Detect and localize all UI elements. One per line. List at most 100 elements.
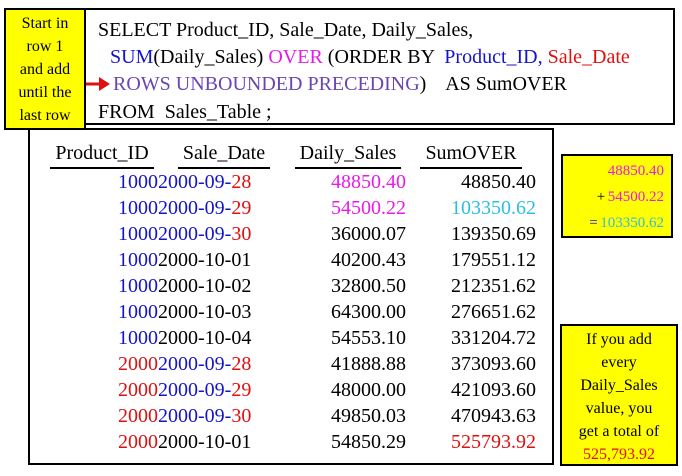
table-row: 2000 2000-09-28 41888.88 373093.60	[46, 351, 536, 377]
sum-over-value: 103350.62	[451, 197, 536, 219]
table-row: 1000 2000-10-04 54553.10 331204.72	[46, 325, 536, 351]
header-daily-sales-label: Daily_Sales	[294, 142, 402, 169]
cell-daily-sales: 40200.43	[290, 247, 406, 273]
header-sale-date-label: Sale_Date	[177, 142, 271, 169]
table-header-row: Product_ID Sale_Date Daily_Sales SumOVER	[46, 134, 536, 169]
daily-sales-value: 40200.43	[331, 249, 406, 271]
sale-date-value: 2000-10-02	[158, 275, 252, 297]
sale-date-day: 30	[231, 405, 252, 427]
cell-sum-over: 212351.62	[406, 273, 536, 299]
table-row: 1000 2000-09-29 54500.22 103350.62	[46, 195, 536, 221]
cell-sale-date: 2000-10-02	[158, 273, 290, 299]
daily-sales-value: 64300.00	[331, 301, 406, 323]
sql-line: SUM(Daily_Sales) OVER (ORDER BY Product_…	[98, 44, 669, 71]
sale-date-day: 29	[231, 379, 252, 401]
sql-line: SELECT Product_ID, Sale_Date, Daily_Sale…	[98, 17, 669, 44]
note-line-text: If you add	[586, 331, 652, 348]
cell-product-id: 1000	[46, 169, 158, 195]
note-line-text: Daily_Sales	[580, 377, 658, 394]
table-row: 1000 2000-10-02 32800.50 212351.62	[46, 273, 536, 299]
cell-sum-over: 421093.60	[406, 377, 536, 403]
sql-segment: ROWS UNBOUNDED PRECEDING	[113, 73, 420, 95]
table-row: 2000 2000-10-01 54850.29 525793.92	[46, 429, 536, 455]
cell-product-id: 1000	[46, 221, 158, 247]
sale-date-day: 29	[231, 197, 252, 219]
sql-segment: Sale_Date	[547, 46, 630, 68]
product-id-value: 1000	[118, 223, 158, 245]
calc-operator: =	[589, 215, 598, 231]
sql-segment: FROM Sales_Table ;	[98, 101, 272, 123]
callout-start-row: Start in row 1 and add until the last row	[4, 8, 86, 130]
sum-calculation-box: 48850.40 + 54500.22 = 103350.62	[561, 154, 673, 238]
cell-sale-date: 2000-09-30	[158, 403, 290, 429]
calc-line: + 54500.22	[563, 184, 664, 210]
cell-daily-sales: 64300.00	[290, 299, 406, 325]
sql-segment: SELECT Product_ID, Sale_Date, Daily_Sale…	[98, 19, 474, 41]
sum-over-value: 276651.62	[451, 301, 536, 323]
sum-over-value: 470943.63	[451, 405, 536, 427]
callout-line-text: row 1	[26, 38, 64, 55]
cell-product-id: 2000	[46, 429, 158, 455]
cell-sum-over: 373093.60	[406, 351, 536, 377]
product-id-value: 2000	[118, 405, 158, 427]
cell-sale-date: 2000-10-01	[158, 429, 290, 455]
callout-line-text: Start in	[21, 15, 69, 32]
callout-line: last row	[6, 104, 84, 127]
product-id-value: 1000	[118, 249, 158, 271]
callout-line: until the	[6, 81, 84, 104]
daily-sales-value: 49850.03	[331, 405, 406, 427]
product-id-value: 1000	[118, 275, 158, 297]
note-total-line: 525,793.92	[562, 443, 676, 466]
note-line: If you add	[562, 328, 676, 351]
cell-daily-sales: 54553.10	[290, 325, 406, 351]
product-id-value: 1000	[118, 197, 158, 219]
daily-sales-value: 48850.40	[331, 171, 406, 193]
header-product-id: Product_ID	[46, 134, 158, 169]
callout-line-text: last row	[19, 107, 71, 124]
sql-line: FROM Sales_Table ;	[98, 99, 669, 126]
daily-sales-value: 41888.88	[331, 353, 406, 375]
header-daily-sales: Daily_Sales	[290, 134, 406, 169]
callout-line: row 1	[6, 35, 84, 58]
sum-over-value: 139350.69	[451, 223, 536, 245]
header-sum-over-label: SumOVER	[420, 142, 522, 169]
calc-operator: +	[596, 189, 606, 205]
sql-segment: OVER	[268, 46, 323, 68]
cell-sum-over: 48850.40	[406, 169, 536, 195]
sum-over-value: 212351.62	[451, 275, 536, 297]
cell-daily-sales: 54850.29	[290, 429, 406, 455]
product-id-value: 1000	[118, 327, 158, 349]
sale-date-prefix: 2000-09-	[158, 353, 232, 375]
results-table-box: Product_ID Sale_Date Daily_Sales SumOVER…	[28, 128, 554, 465]
callout-line-text: and add	[19, 61, 71, 78]
cell-sale-date: 2000-10-04	[158, 325, 290, 351]
cell-product-id: 1000	[46, 299, 158, 325]
cell-daily-sales: 48850.40	[290, 169, 406, 195]
daily-sales-value: 54553.10	[331, 327, 406, 349]
daily-sales-value: 36000.07	[331, 223, 406, 245]
sum-over-value: 48850.40	[461, 171, 536, 193]
cell-product-id: 1000	[46, 247, 158, 273]
callout-line: and add	[6, 58, 84, 81]
note-line-text: every	[601, 354, 637, 371]
cell-daily-sales: 36000.07	[290, 221, 406, 247]
cell-sale-date: 2000-10-01	[158, 247, 290, 273]
note-line-text: get a total of	[578, 423, 660, 440]
table-body: 1000 2000-09-28 48850.40 48850.40 1000 2000-0…	[46, 169, 536, 455]
daily-sales-value: 54850.29	[331, 431, 406, 453]
sql-segment: Product_ID,	[444, 46, 543, 68]
callout-line: Start in	[6, 12, 84, 35]
cell-sale-date: 2000-09-29	[158, 195, 290, 221]
sale-date-prefix: 2000-09-	[158, 171, 232, 193]
callout-line-text: until the	[18, 84, 72, 101]
sum-over-value: 373093.60	[451, 353, 536, 375]
cell-product-id: 2000	[46, 377, 158, 403]
note-line: Daily_Sales	[562, 374, 676, 397]
product-id-value: 1000	[118, 301, 158, 323]
cell-product-id: 2000	[46, 403, 158, 429]
cell-sale-date: 2000-09-28	[158, 351, 290, 377]
sale-date-value: 2000-10-04	[158, 327, 252, 349]
product-id-value: 2000	[118, 379, 158, 401]
sum-over-value: 179551.12	[451, 249, 536, 271]
